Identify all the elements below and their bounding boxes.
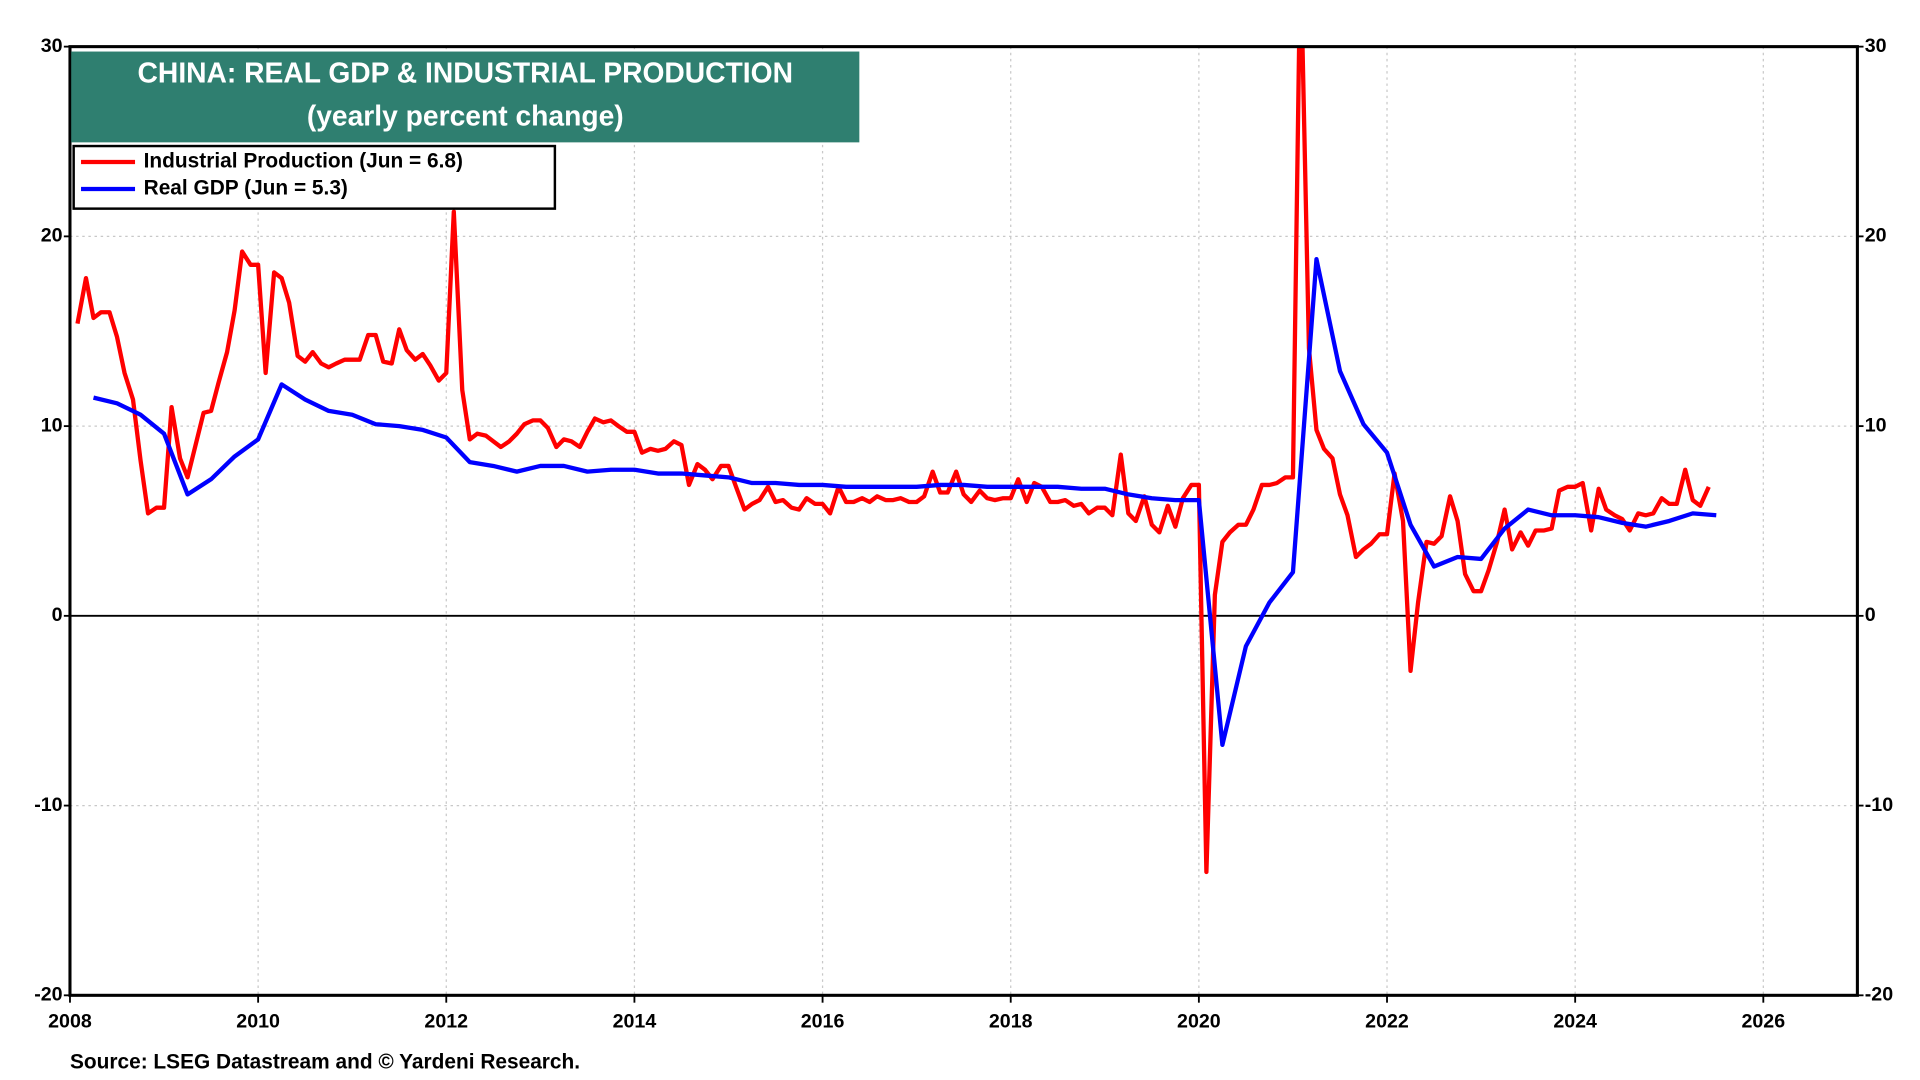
series-line [75,46,1711,875]
x-tick-label: 2022 [1365,1011,1409,1033]
y-tick-label: 20 [41,225,63,247]
y2-tick-label: -10 [1865,794,1893,816]
chart-subtitle: (yearly percent change) [307,99,624,131]
title-box [71,51,860,143]
y-tick-label: 30 [41,35,63,57]
y-tick-label: 0 [52,604,63,626]
x-tick-label: 2012 [424,1011,468,1033]
legend-label: Industrial Production (Jun = 6.8) [144,150,463,173]
y2-tick-label: 10 [1865,414,1887,436]
x-tick-label: 2010 [236,1011,280,1033]
plot-lines [75,46,1717,875]
legend-entries: Industrial Production (Jun = 6.8) Real GD… [81,150,463,200]
y2-tick-label: 0 [1865,604,1876,626]
series-line [92,256,1717,748]
chart-title: CHINA: REAL GDP & INDUSTRIAL PRODUCTION [138,56,793,88]
x-tick-label: 2024 [1553,1011,1597,1033]
y2-tick-label: 20 [1865,225,1887,247]
y2-tick-label: -20 [1865,984,1893,1006]
y-tick-label: 10 [41,414,63,436]
y-tick-label: -10 [34,794,62,816]
legend [72,144,557,210]
x-tick-label: 2014 [613,1011,657,1033]
y-tick-label: -20 [34,984,62,1006]
plot-frame [68,45,1859,997]
x-tick-label: 2016 [801,1011,845,1033]
y2-tick-label: 30 [1865,35,1887,57]
source-note: Source: LSEG Datastream and © Yardeni Re… [70,1050,580,1073]
x-tick-label: 2008 [48,1011,92,1033]
legend-label: Real GDP (Jun = 5.3) [144,177,348,200]
x-tick-label: 2026 [1741,1011,1785,1033]
x-tick-label: 2018 [989,1011,1033,1033]
x-tick-label: 2020 [1177,1011,1221,1033]
